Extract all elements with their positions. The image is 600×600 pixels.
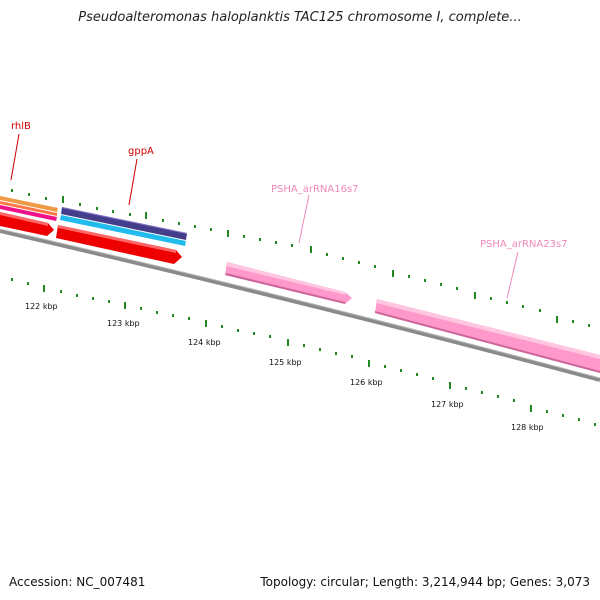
scale-label: 126 kbp	[350, 378, 383, 387]
scale-label: 125 kbp	[269, 358, 302, 367]
gppA-leader-line	[128, 158, 138, 206]
rrna16s-feature[interactable]	[225, 262, 352, 304]
rhlB-label[interactable]: rhlB	[11, 121, 31, 132]
gppA-feature-tracks[interactable]	[56, 207, 187, 264]
scale-label: 127 kbp	[431, 400, 464, 409]
scale-label: 128 kbp	[511, 423, 544, 432]
map-title: Pseudoalteromonas haloplanktis TAC125 ch…	[78, 10, 522, 25]
outer-tick-row	[11, 189, 590, 327]
scale-label: 124 kbp	[188, 338, 221, 347]
rrna23s-feature[interactable]	[375, 299, 600, 373]
rrna16s-leader-line	[298, 194, 310, 244]
gppA-gene-arrow	[56, 225, 182, 264]
topology-text: Topology: circular; Length: 3,214,944 bp…	[260, 575, 590, 589]
inner-tick-row	[11, 278, 596, 426]
accession-text: Accession: NC_007481	[9, 575, 146, 589]
rrna23s-label[interactable]: PSHA_arRNA23s7	[480, 239, 568, 250]
gppA-label[interactable]: gppA	[128, 146, 154, 157]
rhlB-leader-line	[10, 133, 20, 181]
scale-label: 122 kbp	[25, 302, 58, 311]
rrna16s-label[interactable]: PSHA_arRNA16s7	[271, 184, 359, 195]
rhlB-feature-tracks[interactable]	[0, 196, 58, 236]
scale-label: 123 kbp	[107, 319, 140, 328]
genome-backbone	[0, 229, 600, 382]
rrna23s-leader-line	[506, 251, 519, 299]
